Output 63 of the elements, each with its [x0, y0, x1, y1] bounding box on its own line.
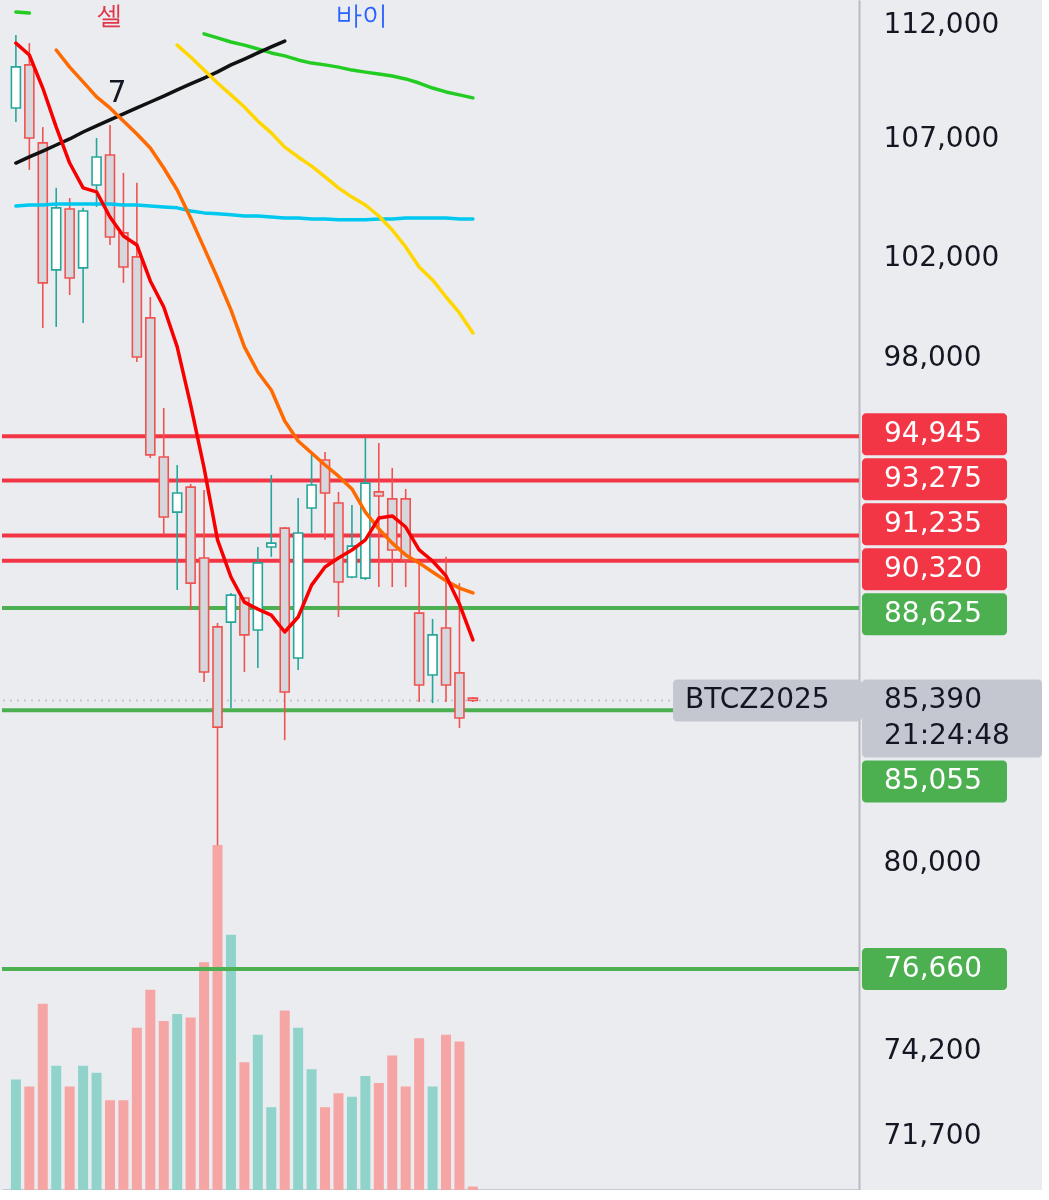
- ref-line-label: 85,390: [884, 682, 982, 716]
- bar: [346, 1096, 357, 1190]
- bar: [373, 1083, 384, 1190]
- y-tick-label: 71,700: [883, 1118, 982, 1152]
- bar: [239, 1062, 250, 1190]
- candlestick: [171, 464, 183, 591]
- annotation: 셀: [97, 0, 123, 30]
- candlestick: [306, 454, 317, 534]
- ref-line-label: 94,945: [884, 416, 982, 450]
- bar: [441, 1034, 452, 1190]
- bar: [199, 962, 210, 1190]
- bar: [427, 1086, 438, 1190]
- bar: [400, 1086, 411, 1190]
- candlestick: [265, 474, 277, 558]
- ref-line-label: 88,625: [884, 596, 982, 630]
- ref-line-label: 91,235: [884, 506, 982, 540]
- bar: [37, 1003, 48, 1190]
- bar: [293, 1027, 304, 1190]
- bar: [10, 1079, 21, 1190]
- ref-line-label: 85,055: [884, 763, 982, 797]
- bar: [131, 1027, 142, 1190]
- y-tick-label: 102,000: [883, 240, 1000, 274]
- bar: [387, 1055, 398, 1190]
- y-tick-label: 98,000: [883, 340, 982, 373]
- bar: [172, 1014, 183, 1190]
- bar: [252, 1034, 263, 1190]
- bar: [320, 1107, 331, 1190]
- line-series: [14, 202, 475, 222]
- y-tick-label: 107,000: [883, 121, 1000, 155]
- annotation: BTCZ2025: [685, 682, 830, 716]
- annotation: 바이: [336, 0, 388, 30]
- bar: [104, 1100, 115, 1190]
- bar: [91, 1072, 102, 1190]
- bar: [64, 1086, 75, 1190]
- y-tick-label: 112,000: [883, 7, 1000, 41]
- bar: [185, 1017, 196, 1190]
- bar: [145, 989, 156, 1190]
- bar: [333, 1093, 344, 1190]
- text: 21:24:48: [884, 718, 1010, 752]
- bar: [454, 1041, 465, 1190]
- bar: [78, 1065, 89, 1190]
- bar: [51, 1065, 62, 1190]
- ref-line-label: 90,320: [884, 551, 982, 585]
- annotation: 7: [107, 74, 127, 109]
- ref-line-label: 93,275: [884, 461, 982, 495]
- bar: [158, 1020, 169, 1190]
- bar: [360, 1076, 371, 1190]
- line-series: [175, 43, 475, 335]
- bar: [414, 1038, 425, 1190]
- line-series: [14, 39, 287, 165]
- line-series: [54, 48, 475, 595]
- bar: [118, 1100, 129, 1190]
- line-series: [14, 41, 475, 642]
- bar: [24, 1086, 35, 1190]
- bar: [306, 1069, 317, 1190]
- y-tick-label: 74,200: [883, 1032, 982, 1066]
- ref-line-label: 76,660: [884, 951, 982, 985]
- bar: [266, 1107, 277, 1190]
- bar: [225, 934, 236, 1190]
- candlestick: [373, 442, 385, 588]
- bar: [212, 844, 223, 1190]
- bar: [279, 1010, 290, 1190]
- y-tick-label: 80,000: [883, 845, 982, 879]
